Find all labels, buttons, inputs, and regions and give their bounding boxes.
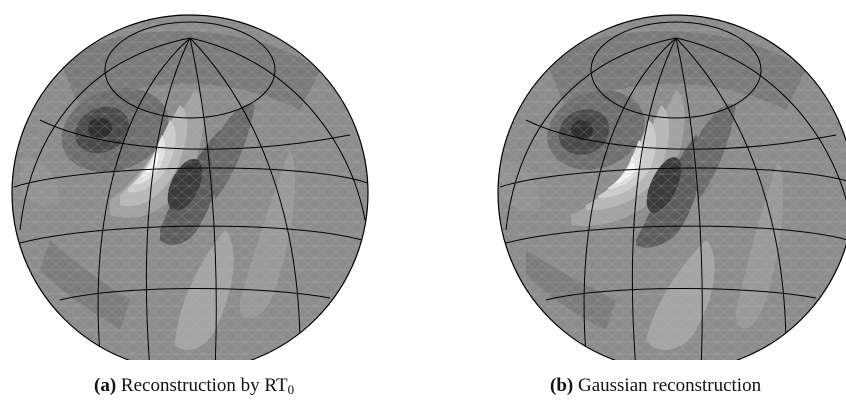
sphere-outline-b xyxy=(497,14,846,360)
caption-a: (a) Reconstruction by RT0 xyxy=(94,375,294,397)
sphere-plot-a xyxy=(11,14,369,360)
caption-text-a: Reconstruction by RT xyxy=(120,375,288,396)
sphere-plot-b xyxy=(497,14,846,360)
graticule-a xyxy=(13,21,368,360)
caption-b: (b) Gaussian reconstruction xyxy=(550,375,761,397)
sphere-outline-a xyxy=(11,14,369,360)
caption-label-b: (b) xyxy=(550,375,574,396)
figure-panel-a: (a) Reconstruction by RT0 xyxy=(0,0,380,396)
caption-subscript-a: 0 xyxy=(287,382,295,397)
caption-label-a: (a) xyxy=(94,375,117,396)
figure-panel-b: (b) Gaussian reconstruction xyxy=(486,0,846,396)
graticule-b xyxy=(499,21,846,360)
caption-text-b: Gaussian reconstruction xyxy=(577,375,762,396)
